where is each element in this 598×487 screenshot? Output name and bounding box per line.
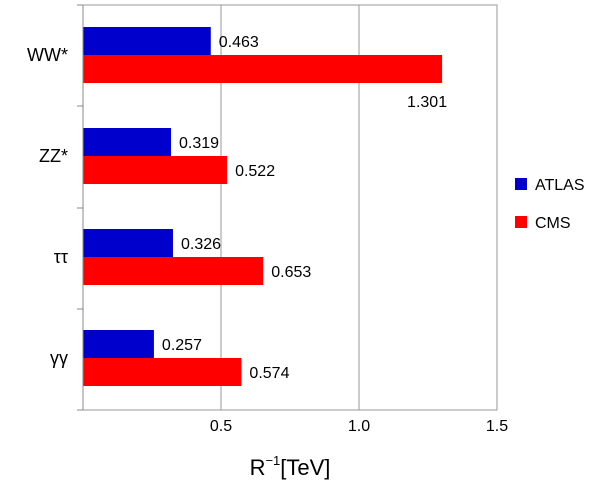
x-tick-label: 1.0 xyxy=(348,418,370,435)
data-label: 0.522 xyxy=(235,163,275,180)
category-label: γγ xyxy=(50,348,68,368)
bar-cms xyxy=(83,257,264,285)
bar-cms xyxy=(83,156,228,184)
x-tick-label: 1.5 xyxy=(486,418,508,435)
bar-atlas xyxy=(83,330,154,358)
x-axis-title-unit: [TeV] xyxy=(280,455,330,480)
bar-atlas xyxy=(83,27,211,55)
bar-cms xyxy=(83,358,242,386)
x-tick-label: 0.5 xyxy=(210,418,232,435)
x-axis-title-sup: −1 xyxy=(265,453,280,468)
legend: ATLAS CMS xyxy=(515,177,585,232)
bar-atlas xyxy=(83,229,173,257)
data-label: 0.257 xyxy=(162,337,202,354)
legend-swatch-cms xyxy=(515,216,527,228)
bars xyxy=(83,27,443,386)
bar-atlas xyxy=(83,128,172,156)
x-tick-labels: 0.5 1.0 1.5 xyxy=(210,418,508,435)
category-label: WW* xyxy=(27,45,68,65)
data-label: 0.653 xyxy=(271,264,311,281)
data-label: 0.574 xyxy=(249,365,289,382)
category-labels: WW* ZZ* ττ γγ xyxy=(27,45,68,368)
data-label: 0.463 xyxy=(219,34,259,51)
legend-label: CMS xyxy=(535,215,571,232)
legend-swatch-atlas xyxy=(515,178,527,190)
value-labels: 0.463 1.301 0.319 0.522 0.326 0.653 0.257 0.574 xyxy=(162,34,447,382)
data-label: 0.326 xyxy=(181,236,221,253)
data-label: 1.301 xyxy=(407,94,447,111)
data-label: 0.319 xyxy=(179,135,219,152)
x-axis-title-base: R xyxy=(250,455,266,480)
category-label: ττ xyxy=(54,247,68,267)
category-label: ZZ* xyxy=(39,146,68,166)
bar-cms xyxy=(83,55,443,83)
x-axis-title: R−1[TeV] xyxy=(250,453,331,480)
legend-label: ATLAS xyxy=(535,177,585,194)
